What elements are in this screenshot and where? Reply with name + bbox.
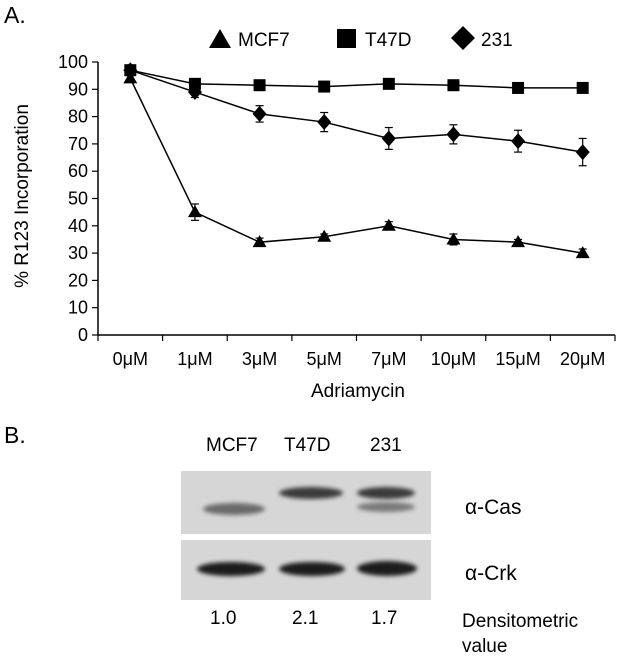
data-point [253,79,266,92]
x-tick-label: 1μM [177,349,212,369]
legend-item-mcf7: MCF7 [209,29,290,51]
legend-label: T47D [365,30,411,51]
data-point [382,77,395,90]
line-chart: MCF7 T47D 231 0 10 20 30 40 50 60 70 80 90 100 0μM 1μM… [12,26,616,402]
x-axis-title: Adriamycin [311,381,405,402]
legend-item-231: 231 [451,26,513,51]
crk-band-mcf7 [197,562,265,576]
data-point [252,235,267,248]
data-point [381,130,396,147]
blot-row-label-cas: α-Cas [465,496,522,519]
crk-blot-image [181,540,431,600]
data-point [512,81,525,94]
densitometric-value-t47d: 2.1 [292,608,319,629]
data-point [317,114,332,131]
panel-b-label: B. [4,422,26,448]
y-tick-label: 40 [68,216,88,236]
data-point [381,218,396,231]
y-tick-label: 60 [68,161,88,181]
x-tick-label: 0μM [113,349,148,369]
data-point [511,133,526,150]
series-231 [123,62,590,167]
data-point [187,84,202,101]
cas-band-t47d-upper [279,487,343,499]
densitometric-label: Densitometric value [462,611,579,657]
x-tick-label: 20μM [560,349,605,369]
x-tick-label: 5μM [306,349,341,369]
cas-band-231-upper [357,487,415,499]
chart-series [123,62,590,259]
legend-marker [337,29,356,48]
data-point [575,144,590,161]
legend-label: MCF7 [238,30,290,51]
densitometric-value-mcf7: 1.0 [210,608,237,629]
data-point [575,246,590,259]
crk-band-231 [357,561,417,576]
series-line [130,69,583,153]
chart-legend: MCF7 T47D 231 [209,26,513,51]
cas-band-mcf7 [203,503,265,515]
series-line [129,78,583,254]
data-point [252,105,267,122]
legend-marker [451,26,475,50]
chart-axes: 0 10 20 30 40 50 60 70 80 90 100 0μM 1μM 3μM 5μM 7μM 10μ… [58,52,616,369]
densitometric-value-231: 1.7 [371,608,398,629]
panel-a-label: A. [4,2,26,28]
data-point [446,232,461,245]
data-point [447,79,460,92]
data-point [576,81,589,94]
x-tick-label: 10μM [431,349,476,369]
y-tick-label: 0 [78,325,88,345]
series-line [130,69,583,89]
cas-blot-image [181,471,431,534]
lane-label-231: 231 [370,435,402,456]
data-point [511,235,526,248]
lane-label-mcf7: MCF7 [206,435,258,456]
y-tick-label: 70 [68,134,88,154]
y-axis-title: % R123 Incorporation [12,104,33,288]
data-point [446,126,461,143]
y-tick-label: 90 [68,79,88,99]
y-tick-label: 50 [68,189,88,209]
legend-marker [209,29,231,48]
series-t47d [124,64,589,94]
cas-band-231-lower [357,502,415,512]
lane-label-t47d: T47D [284,435,331,456]
data-point [187,205,202,218]
legend-label: 231 [481,30,513,51]
x-tick-label: 7μM [371,349,406,369]
x-tick-label: 3μM [242,349,277,369]
y-tick-label: 20 [68,270,88,290]
y-tick-label: 80 [68,107,88,127]
crk-band-t47d [279,562,345,576]
data-point [123,62,138,79]
x-tick-label: 15μM [495,349,540,369]
data-point [317,229,332,242]
y-tick-label: 100 [58,52,88,72]
legend-item-t47d: T47D [337,29,411,51]
data-point [318,80,331,93]
series-mcf7 [123,71,590,259]
blot-row-label-crk: α-Crk [465,562,517,585]
y-tick-label: 30 [68,243,88,263]
y-tick-label: 10 [68,298,88,318]
